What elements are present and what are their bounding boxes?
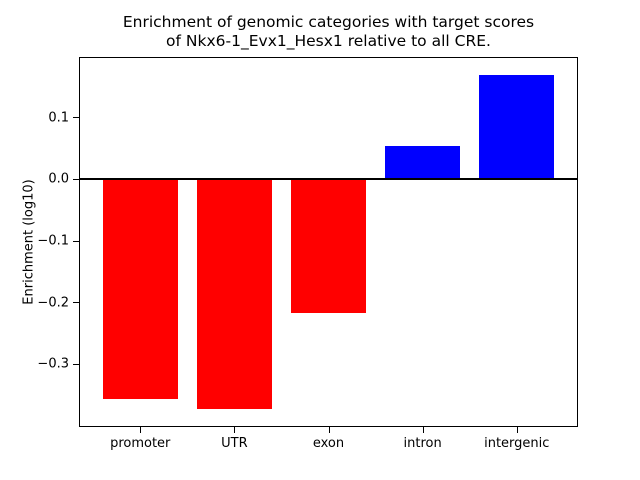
y-tick-mark [73,302,79,304]
y-tick-label: −0.1 [37,233,69,249]
x-tick-label-intergenic: intergenic [484,436,550,451]
bar-UTR [196,179,273,410]
zero-line [80,178,577,181]
x-tick-label-UTR: UTR [221,436,248,451]
chart-title: Enrichment of genomic categories with ta… [122,13,535,50]
x-tick-mark-intergenic [516,427,518,433]
y-tick-label: 0.0 [48,171,69,187]
y-tick-label: 0.1 [48,110,69,126]
y-tick-mark [73,117,79,119]
bar-intergenic [479,74,555,180]
bar-promoter [102,179,178,399]
x-tick-label-exon: exon [312,436,345,451]
bar-exon [290,179,367,314]
x-tick-mark-intron [422,427,424,433]
x-tick-mark-exon [328,427,330,433]
y-tick-mark [73,363,79,365]
y-tick-label: −0.2 [37,295,69,311]
y-tick-mark [73,178,79,180]
y-tick-label: −0.3 [37,356,69,372]
x-tick-mark-UTR [234,427,236,433]
bar-intron [384,145,461,180]
y-tick-mark [73,240,79,242]
x-tick-label-intron: intron [403,436,442,451]
x-tick-mark-promoter [140,427,142,433]
x-tick-label-promoter: promoter [110,436,171,451]
